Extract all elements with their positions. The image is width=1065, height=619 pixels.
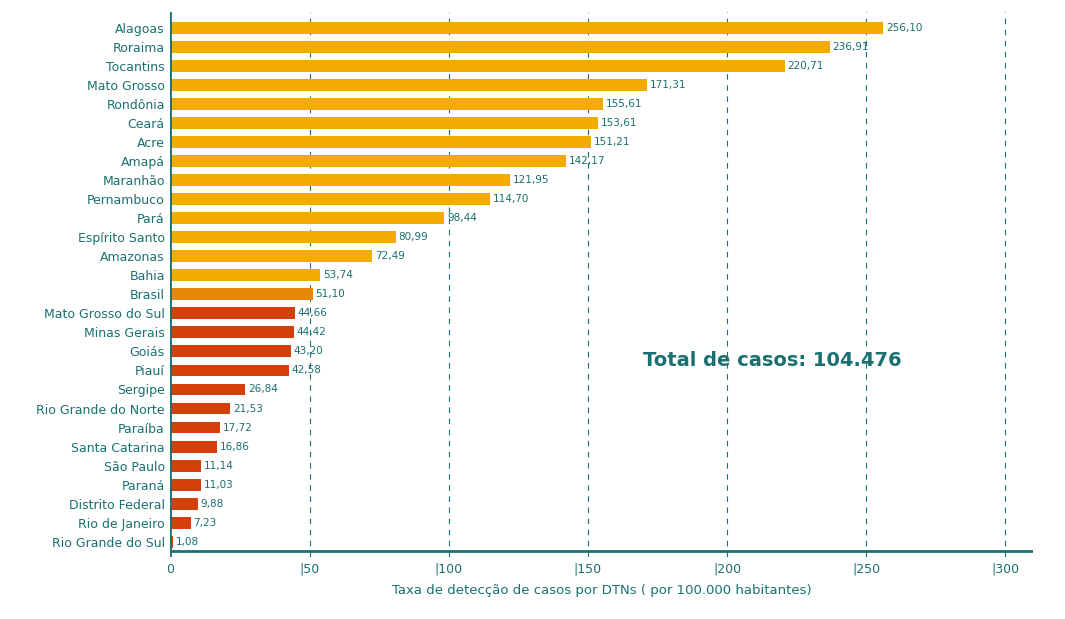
Bar xyxy=(170,517,191,529)
Text: 26,84: 26,84 xyxy=(248,384,278,394)
Bar xyxy=(170,212,444,224)
Bar xyxy=(170,155,566,167)
Bar xyxy=(170,422,219,433)
Bar xyxy=(170,384,245,396)
Bar xyxy=(170,60,785,72)
Bar xyxy=(170,193,490,205)
Text: 42,58: 42,58 xyxy=(292,365,322,376)
Bar xyxy=(170,326,294,338)
Text: 80,99: 80,99 xyxy=(398,232,428,242)
Text: 11,14: 11,14 xyxy=(204,461,234,470)
Text: 151,21: 151,21 xyxy=(594,137,630,147)
Bar xyxy=(170,288,313,300)
Bar xyxy=(170,479,201,491)
Text: 114,70: 114,70 xyxy=(492,194,528,204)
Text: 236,91: 236,91 xyxy=(833,41,869,51)
Bar xyxy=(170,498,198,509)
Bar xyxy=(170,365,289,376)
Text: 142,17: 142,17 xyxy=(569,156,605,166)
Text: 44,42: 44,42 xyxy=(297,327,327,337)
Bar xyxy=(170,250,372,262)
Text: 51,10: 51,10 xyxy=(315,289,345,299)
Text: 72,49: 72,49 xyxy=(375,251,405,261)
Text: 155,61: 155,61 xyxy=(606,99,642,109)
Bar xyxy=(170,536,174,548)
Bar xyxy=(170,308,295,319)
Text: 1,08: 1,08 xyxy=(176,537,199,547)
Bar xyxy=(170,441,217,452)
Bar xyxy=(170,136,591,148)
Text: 16,86: 16,86 xyxy=(220,441,250,452)
Text: 44,66: 44,66 xyxy=(297,308,327,318)
Text: 98,44: 98,44 xyxy=(447,213,477,223)
Bar xyxy=(170,98,604,110)
Bar xyxy=(170,345,291,357)
Text: 7,23: 7,23 xyxy=(194,518,216,528)
Text: 17,72: 17,72 xyxy=(223,423,252,433)
Text: 9,88: 9,88 xyxy=(200,499,224,509)
Text: 121,95: 121,95 xyxy=(512,175,550,185)
Bar xyxy=(170,269,320,281)
Text: 171,31: 171,31 xyxy=(650,80,687,90)
Bar xyxy=(170,402,230,415)
Bar xyxy=(170,460,201,472)
Text: 220,71: 220,71 xyxy=(787,61,823,71)
Text: 256,10: 256,10 xyxy=(886,23,922,33)
Text: 43,20: 43,20 xyxy=(293,347,323,357)
Text: 153,61: 153,61 xyxy=(601,118,637,128)
Bar xyxy=(170,79,648,90)
Text: 11,03: 11,03 xyxy=(203,480,233,490)
Bar xyxy=(170,22,883,33)
Bar xyxy=(170,117,597,129)
Bar xyxy=(170,232,396,243)
Text: 53,74: 53,74 xyxy=(323,271,353,280)
Text: 21,53: 21,53 xyxy=(233,404,263,413)
Text: Total de casos: 104.476: Total de casos: 104.476 xyxy=(643,352,902,370)
X-axis label: Taxa de detecção de casos por DTNs ( por 100.000 habitantes): Taxa de detecção de casos por DTNs ( por… xyxy=(392,584,812,597)
Bar xyxy=(170,41,830,53)
Bar xyxy=(170,174,510,186)
